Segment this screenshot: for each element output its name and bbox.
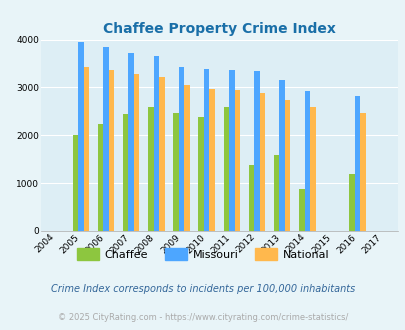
Bar (184, 84, 189, 231)
Bar (284, 100, 290, 231)
Bar (123, 114, 128, 231)
Bar (259, 93, 264, 231)
Bar (128, 52, 134, 231)
Bar (159, 77, 164, 231)
Bar (203, 69, 209, 231)
Bar (223, 107, 228, 231)
Bar (248, 165, 254, 231)
Bar (273, 155, 279, 231)
Text: © 2025 CityRating.com - https://www.cityrating.com/crime-statistics/: © 2025 CityRating.com - https://www.city… (58, 313, 347, 322)
Bar (304, 91, 309, 231)
Bar (209, 89, 214, 231)
Bar (78, 42, 83, 231)
Bar (360, 113, 365, 231)
Bar (98, 124, 103, 231)
Bar (279, 80, 284, 231)
Bar (173, 113, 178, 231)
Text: Crime Index corresponds to incidents per 100,000 inhabitants: Crime Index corresponds to incidents per… (51, 284, 354, 294)
Bar (354, 96, 360, 231)
Bar (309, 107, 315, 231)
Bar (72, 135, 78, 231)
Bar (254, 71, 259, 231)
Bar (109, 70, 114, 231)
Bar (348, 174, 354, 231)
Bar (198, 116, 203, 231)
Bar (298, 189, 304, 231)
Bar (153, 56, 159, 231)
Bar (134, 74, 139, 231)
Bar (83, 67, 89, 231)
Bar (178, 67, 184, 231)
Bar (228, 70, 234, 231)
Bar (234, 90, 239, 231)
Legend: Chaffee, Missouri, National: Chaffee, Missouri, National (72, 244, 333, 264)
Bar (148, 107, 153, 231)
Title: Chaffee Property Crime Index: Chaffee Property Crime Index (102, 22, 335, 36)
Bar (103, 47, 109, 231)
